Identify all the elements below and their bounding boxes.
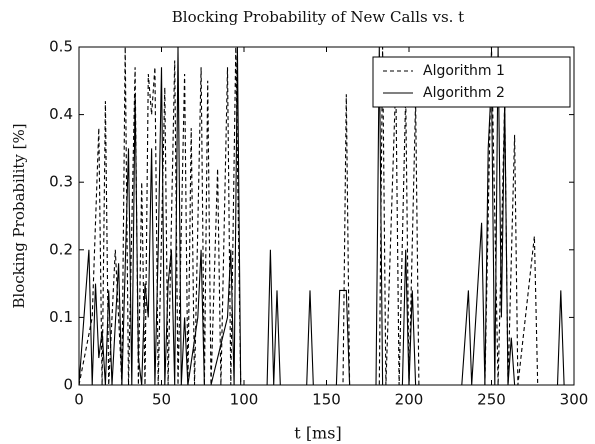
x-tick-label: 50 (152, 391, 171, 409)
y-tick-label: 0 (63, 376, 73, 394)
legend-label: Algorithm 2 (423, 85, 505, 101)
y-tick-label: 0.1 (49, 308, 73, 326)
legend-label: Algorithm 1 (423, 63, 505, 79)
series-line (78, 46, 574, 386)
y-tick-label: 0.3 (49, 173, 73, 191)
x-tick-label: 0 (74, 391, 84, 409)
chart-title: Blocking Probability of New Calls vs. t (172, 8, 464, 26)
x-tick-label: 150 (312, 391, 341, 409)
y-axis-label: Blocking Probability [%] (10, 123, 28, 308)
y-tick-label: 0.2 (49, 240, 73, 258)
x-axis-label: t [ms] (294, 424, 341, 443)
y-tick-label: 0.5 (49, 38, 73, 56)
y-tick-label: 0.4 (49, 105, 73, 123)
series-line (78, 46, 574, 386)
x-tick-label: 100 (230, 391, 259, 409)
x-tick-label: 200 (395, 391, 424, 409)
x-tick-label: 300 (560, 391, 589, 409)
legend-box (372, 56, 571, 108)
x-tick-label: 250 (477, 391, 506, 409)
